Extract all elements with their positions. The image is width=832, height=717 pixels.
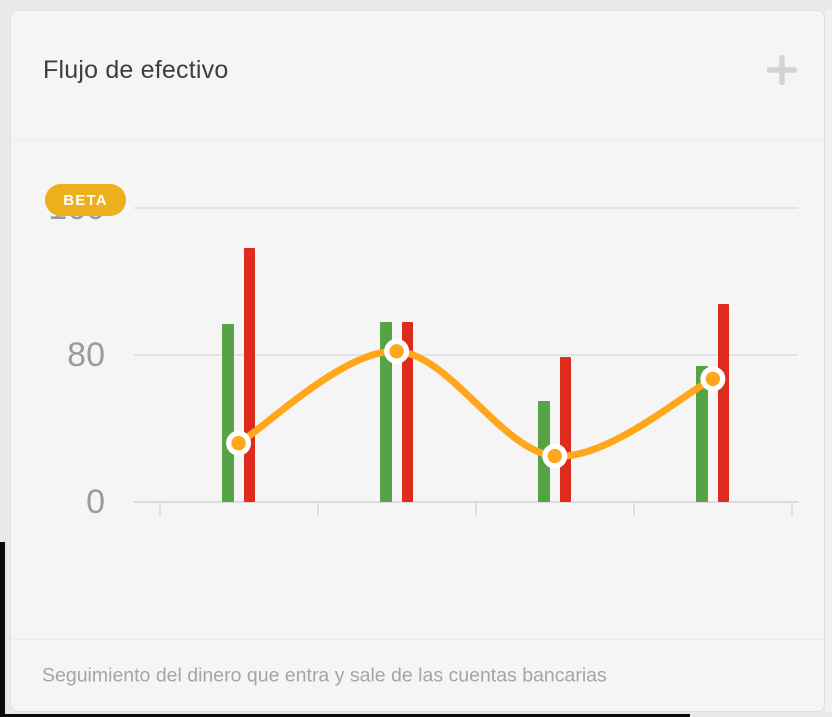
line-point-1[interactable] [389, 344, 404, 359]
x-axis-tick-0 [158, 502, 161, 515]
gridline-160 [134, 207, 798, 209]
line-point-3[interactable] [705, 371, 721, 387]
x-axis-tick-3 [632, 502, 635, 515]
line-point-2[interactable] [547, 448, 562, 464]
gridline-80 [134, 354, 798, 356]
red-bars-1[interactable] [401, 321, 414, 502]
green-bars-3[interactable] [696, 366, 708, 502]
red-bars-2[interactable] [559, 356, 572, 502]
chart-line-layer [226, 338, 726, 469]
y-axis-label-80: 80 [67, 336, 105, 374]
beta-badge: BETA [45, 184, 126, 216]
add-widget-button[interactable] [766, 54, 798, 86]
x-axis-tick-4 [790, 502, 793, 515]
green-bars-1[interactable] [380, 321, 392, 502]
card-header: Flujo de efectivo [11, 11, 824, 140]
x-axis-tick-1 [316, 502, 319, 515]
card-footer: Seguimiento del dinero que entra y sale … [11, 639, 824, 711]
red-bars-3[interactable] [717, 303, 730, 502]
bottom-edge-dark-strip [0, 714, 690, 717]
adjacent-panel-edge [825, 10, 832, 712]
card-title: Flujo de efectivo [43, 56, 229, 84]
red-bars-0[interactable] [243, 248, 256, 502]
left-edge-dark-strip [0, 542, 5, 714]
x-axis-tick-2 [474, 502, 477, 515]
gridline-0 [134, 501, 798, 503]
y-axis-label-0: 0 [86, 483, 105, 521]
card-description: Seguimiento del dinero que entra y sale … [42, 664, 607, 687]
cashflow-line-path [235, 347, 717, 460]
cashflow-chart: BETA 080160 [11, 140, 824, 639]
line-point-0[interactable] [231, 436, 246, 451]
green-bars-0[interactable] [222, 323, 234, 502]
plus-icon [766, 54, 798, 86]
cashflow-widget-card: Flujo de efectivo BETA 080160 Seguimient… [10, 10, 825, 712]
